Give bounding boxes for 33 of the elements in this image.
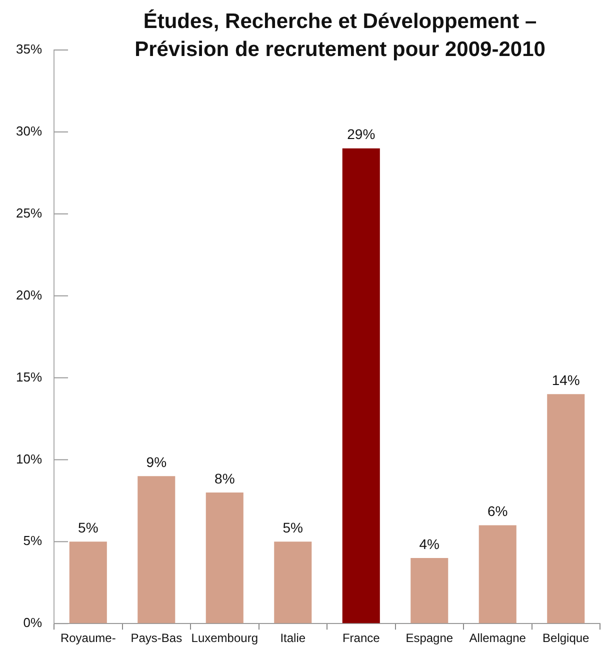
y-tick-label: 0% (23, 615, 42, 630)
y-tick-label: 35% (16, 42, 42, 57)
data-label: 6% (488, 503, 508, 520)
x-tick-label: Royaume- (60, 631, 116, 646)
y-tick-label: 15% (16, 369, 42, 384)
x-tick-label: Pays-Bas (130, 631, 182, 646)
chart-title: Études, Recherche et Développement – Prévision de recrutement pour 2009-2010 (134, 8, 546, 63)
bar (274, 542, 312, 624)
data-label: 5% (78, 520, 98, 536)
y-tick-label: 5% (23, 533, 42, 548)
y-tick-label: 25% (16, 205, 42, 220)
x-tick-label: Italie (280, 631, 306, 646)
y-tick-label: 30% (16, 124, 42, 139)
x-tick-label: France (342, 631, 380, 646)
data-label: 14% (552, 372, 580, 388)
y-tick-label: 20% (16, 287, 42, 302)
bar (547, 394, 585, 624)
x-tick-label: Allemagne (469, 631, 526, 646)
bar (342, 148, 380, 624)
bar (410, 558, 448, 624)
x-tick-label: Espagne (406, 631, 454, 646)
bar (69, 542, 107, 624)
bar (138, 476, 176, 624)
data-label: 5% (282, 520, 304, 536)
data-label: 9% (146, 454, 167, 470)
data-label: 8% (214, 470, 235, 486)
data-label: 4% (419, 536, 440, 552)
bar (478, 525, 516, 624)
x-tick-label: Luxembourg (191, 631, 258, 646)
data-label: 29% (347, 126, 376, 142)
y-tick-label: 10% (16, 451, 42, 466)
x-tick-label: Belgique (542, 631, 590, 646)
bar (206, 492, 244, 624)
